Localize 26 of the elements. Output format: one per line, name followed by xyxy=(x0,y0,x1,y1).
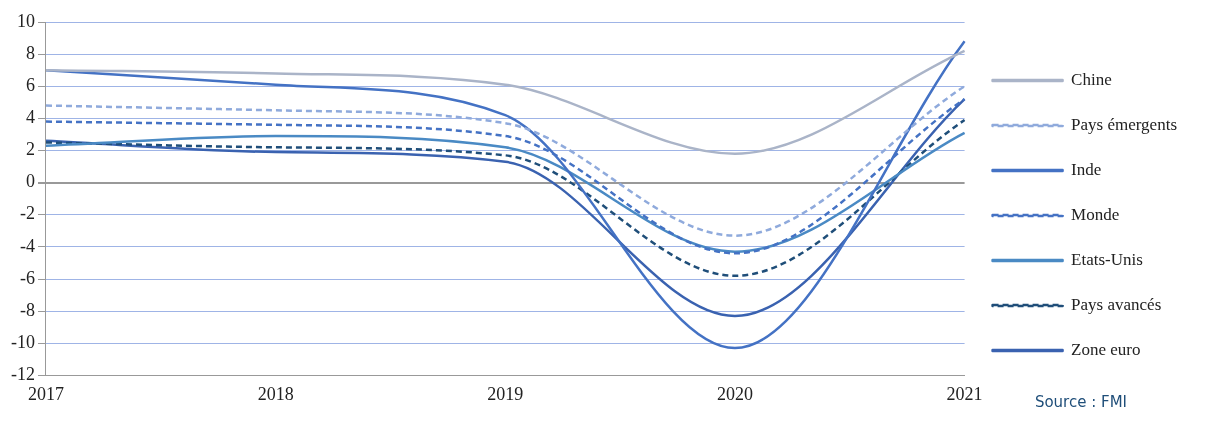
x-tick-label: 2017 xyxy=(27,383,64,404)
y-tick-label: 4 xyxy=(25,107,35,128)
legend-label: Pays émergents xyxy=(1071,114,1177,134)
y-tick-label: -12 xyxy=(10,364,35,385)
line-series xyxy=(44,49,966,155)
y-tick-label: -10 xyxy=(10,332,35,353)
x-tick-label: 2021 xyxy=(946,383,983,404)
y-tick-label: -6 xyxy=(19,267,35,288)
legend-label: Monde xyxy=(1071,204,1120,224)
y-tick-label: 10 xyxy=(16,10,35,31)
legend-label: Inde xyxy=(1071,159,1102,179)
y-tick-label: 8 xyxy=(25,42,35,63)
y-tick-label: 0 xyxy=(25,171,35,192)
y-tick-label: 6 xyxy=(25,74,35,95)
y-tick-label: -8 xyxy=(19,299,35,320)
y-tick-label: -4 xyxy=(19,235,35,256)
x-tick-label: 2020 xyxy=(716,383,753,404)
source-note: Source : FMI xyxy=(1034,393,1127,412)
legend-label: Chine xyxy=(1071,69,1112,89)
x-tick-label: 2018 xyxy=(257,383,294,404)
legend-label: Pays avancés xyxy=(1071,294,1162,314)
y-tick-label: -2 xyxy=(19,203,35,224)
legend-label: Etats-Unis xyxy=(1071,249,1143,269)
x-tick-label: 2019 xyxy=(487,383,524,404)
legend-label: Zone euro xyxy=(1071,339,1141,359)
y-tick-label: 2 xyxy=(25,139,35,160)
